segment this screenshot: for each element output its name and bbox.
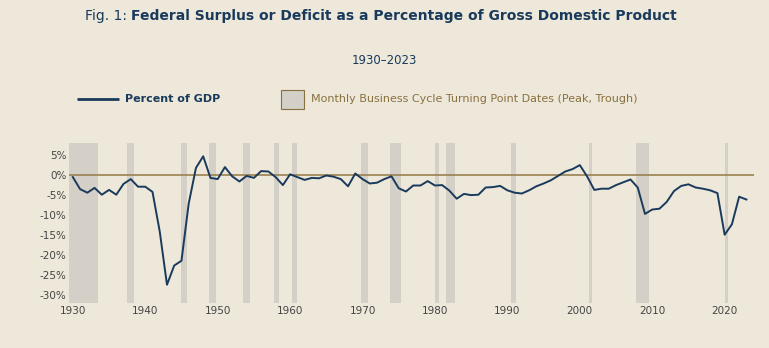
Text: Federal Surplus or Deficit as a Percentage of Gross Domestic Product: Federal Surplus or Deficit as a Percenta…: [131, 9, 677, 23]
Text: Fig. 1:: Fig. 1:: [85, 9, 131, 23]
Text: Percent of GDP: Percent of GDP: [125, 94, 221, 104]
Text: 1930–2023: 1930–2023: [351, 54, 418, 67]
Bar: [435, 143, 438, 303]
Bar: [65, 143, 98, 303]
Bar: [511, 143, 517, 303]
Bar: [636, 143, 648, 303]
Bar: [243, 143, 250, 303]
Text: Monthly Business Cycle Turning Point Dates (Peak, Trough): Monthly Business Cycle Turning Point Dat…: [311, 94, 638, 104]
Bar: [724, 143, 728, 303]
Bar: [361, 143, 368, 303]
Bar: [589, 143, 592, 303]
Bar: [181, 143, 187, 303]
Bar: [127, 143, 135, 303]
Bar: [274, 143, 279, 303]
Bar: [292, 143, 298, 303]
Bar: [390, 143, 401, 303]
Bar: [208, 143, 216, 303]
Bar: [446, 143, 455, 303]
